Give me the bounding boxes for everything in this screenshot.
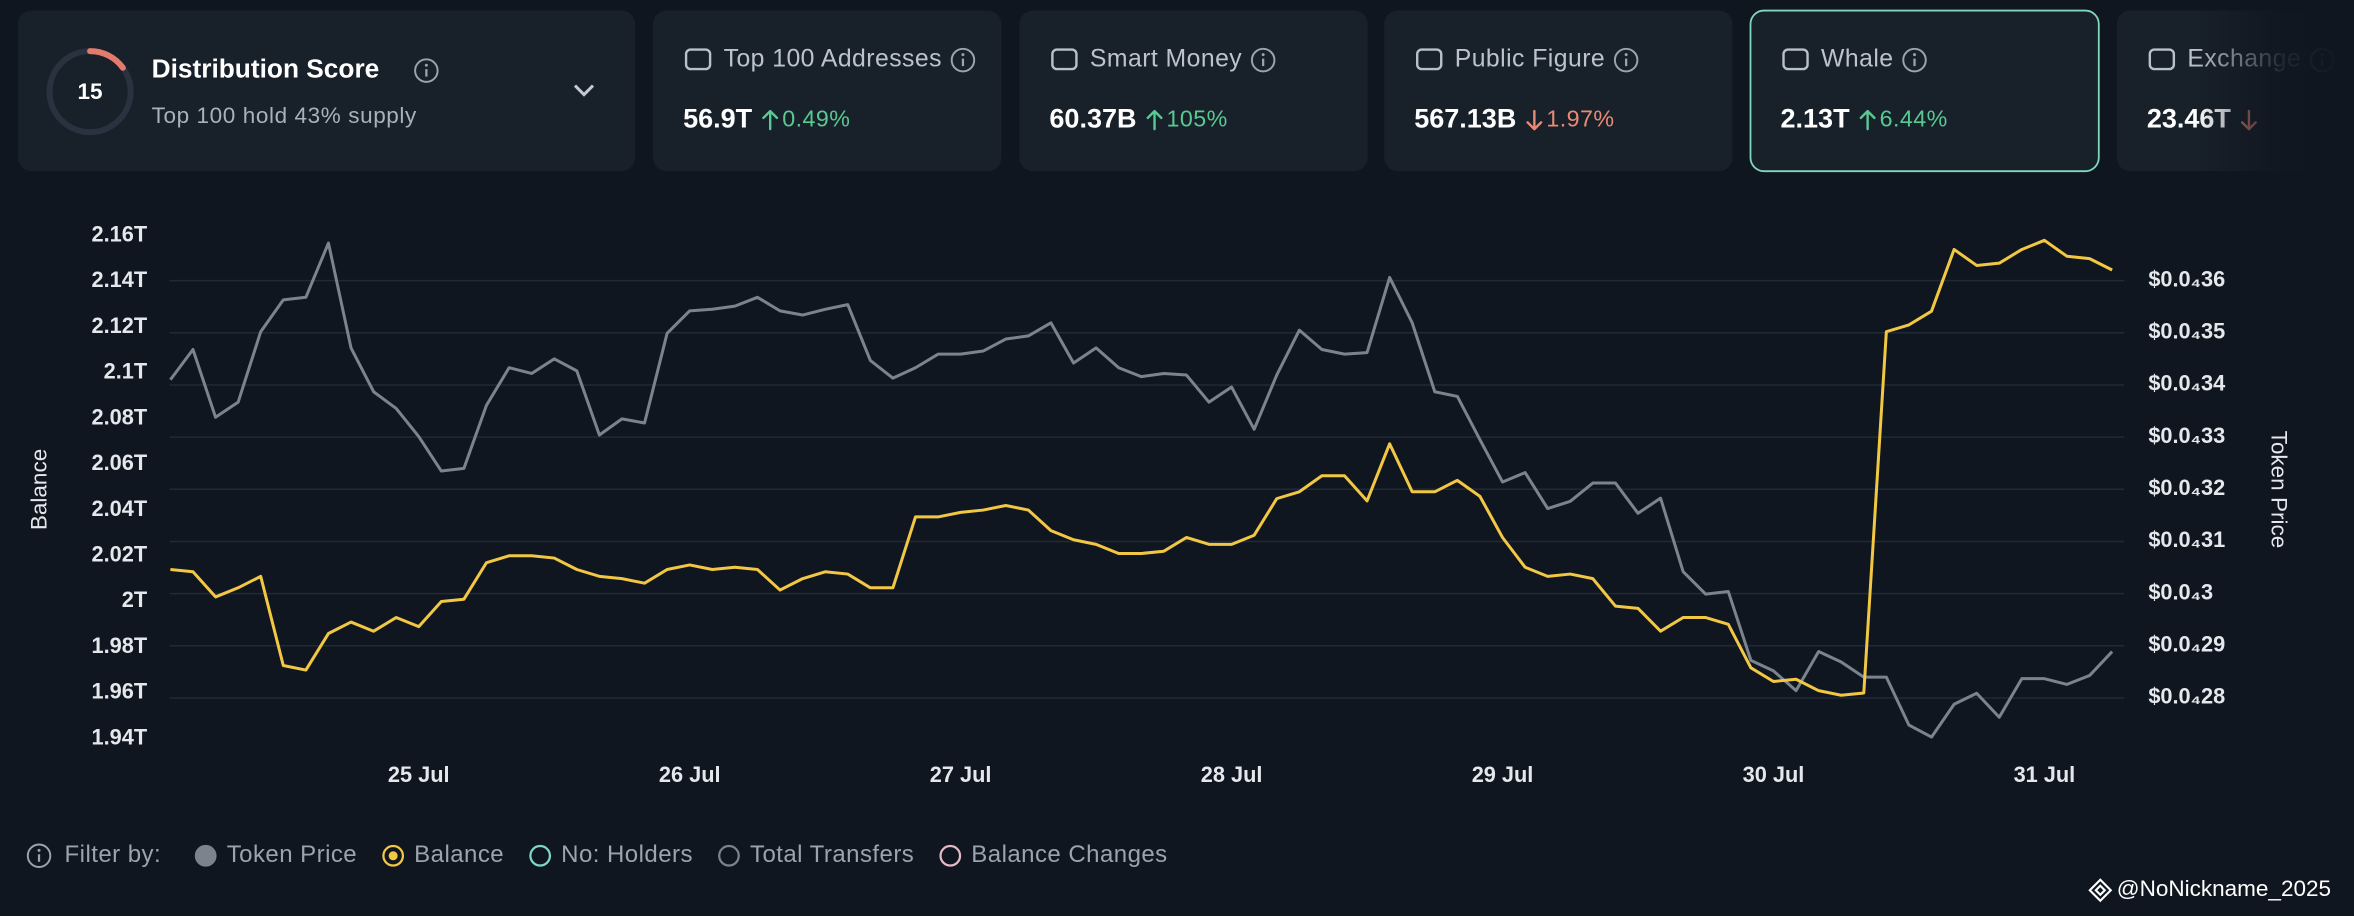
legend-marker-dot bbox=[388, 851, 398, 861]
change-arrow bbox=[1859, 109, 1876, 131]
legend-label[interactable]: No: Holders bbox=[561, 841, 693, 868]
metric-card[interactable] bbox=[1749, 9, 2100, 173]
card-label: Top 100 Addresses bbox=[724, 46, 942, 73]
y-tick-label: 2.06T bbox=[92, 450, 148, 475]
info-icon bbox=[950, 47, 976, 73]
legend-marker[interactable] bbox=[939, 844, 962, 867]
card-label: Public Figure bbox=[1455, 46, 1605, 73]
x-tick-label: 29 Jul bbox=[1472, 762, 1534, 787]
series-line bbox=[169, 241, 2114, 739]
x-tick-label: 30 Jul bbox=[1743, 762, 1805, 787]
info-icon bbox=[26, 843, 52, 868]
y2-tick-label: $0.0₄35 bbox=[2148, 319, 2225, 344]
x-tick-label: 26 Jul bbox=[659, 762, 721, 787]
card-value: 2.13T bbox=[1781, 103, 1851, 133]
y2-tick-label: $0.0₄34 bbox=[2148, 371, 2225, 396]
distribution-card[interactable] bbox=[18, 10, 636, 172]
dropdown-chevron[interactable] bbox=[573, 84, 595, 97]
legend-label[interactable]: Token Price bbox=[227, 841, 357, 868]
info-icon bbox=[1613, 47, 1639, 73]
legend-label[interactable]: Balance Changes bbox=[971, 841, 1167, 868]
y-tick-label: 1.98T bbox=[92, 633, 148, 658]
legend-marker[interactable] bbox=[718, 844, 740, 867]
legend-marker[interactable] bbox=[194, 844, 217, 867]
card-icon bbox=[1782, 48, 1809, 71]
change-arrow bbox=[1146, 109, 1163, 131]
x-tick-label: 27 Jul bbox=[930, 762, 992, 787]
x-tick-label: 28 Jul bbox=[1201, 762, 1263, 787]
y2-tick-label: $0.0₄28 bbox=[2148, 684, 2225, 709]
distribution-subtitle: Top 100 hold 43% supply bbox=[152, 103, 417, 128]
change-arrow bbox=[762, 109, 779, 131]
metric-card[interactable] bbox=[653, 10, 1002, 172]
watermark: @NoNickname_2025 bbox=[2117, 876, 2331, 901]
info-icon bbox=[1902, 47, 1927, 73]
card-icon bbox=[1416, 48, 1443, 71]
filter-label: Filter by: bbox=[65, 841, 162, 868]
metric-card[interactable] bbox=[1384, 10, 1733, 172]
legend-label[interactable]: Balance bbox=[414, 841, 504, 868]
card-change: 0.49% bbox=[782, 105, 850, 131]
score-arc bbox=[87, 48, 126, 71]
distribution-title: Distribution Score bbox=[152, 54, 380, 84]
card-value: 56.9T bbox=[683, 103, 753, 133]
y-tick-label: 2.16T bbox=[92, 221, 148, 246]
y-tick-label: 1.94T bbox=[92, 724, 148, 749]
info-icon bbox=[1250, 47, 1276, 73]
y-tick-label: 2T bbox=[122, 587, 148, 612]
cards-fade bbox=[2194, 0, 2354, 184]
y2-axis-label: Token Price bbox=[2266, 431, 2291, 549]
card-label: Smart Money bbox=[1090, 46, 1242, 73]
y-tick-label: 2.12T bbox=[92, 313, 148, 338]
legend-marker[interactable] bbox=[382, 844, 405, 867]
change-arrow bbox=[1526, 109, 1543, 131]
card-icon bbox=[684, 48, 712, 71]
x-tick-label: 25 Jul bbox=[388, 762, 450, 787]
y2-tick-label: $0.0₄33 bbox=[2148, 423, 2225, 448]
info-icon-dot bbox=[424, 63, 428, 67]
y-tick-label: 2.08T bbox=[92, 404, 148, 429]
legend-label[interactable]: Total Transfers bbox=[750, 841, 914, 868]
card-icon bbox=[1051, 48, 1078, 71]
watermark-icon bbox=[2088, 878, 2113, 903]
card-icon bbox=[2148, 48, 2176, 71]
y-tick-label: 2.1T bbox=[104, 359, 148, 384]
y2-tick-label: $0.0₄32 bbox=[2148, 475, 2225, 500]
y-axis-label: Balance bbox=[26, 449, 51, 530]
info-icon-dot bbox=[1624, 53, 1628, 57]
info-icon bbox=[414, 58, 439, 83]
card-value: 60.37B bbox=[1049, 103, 1136, 133]
y2-tick-label: $0.0₄3 bbox=[2148, 579, 2213, 604]
card-change: 105% bbox=[1167, 105, 1228, 131]
score: 15 bbox=[78, 79, 103, 104]
card-label: Whale bbox=[1821, 46, 1893, 73]
y2-tick-label: $0.0₄29 bbox=[2148, 632, 2225, 657]
y-tick-label: 2.14T bbox=[92, 267, 148, 292]
x-tick-label: 31 Jul bbox=[2014, 762, 2076, 787]
info-icon-dot bbox=[1913, 53, 1917, 57]
card-change: 6.44% bbox=[1880, 105, 1948, 131]
info-icon-dot bbox=[1261, 53, 1265, 57]
y-tick-label: 2.04T bbox=[92, 496, 148, 521]
metric-card[interactable] bbox=[1019, 10, 1368, 172]
card-change: 1.97% bbox=[1546, 105, 1614, 131]
y2-tick-label: $0.0₄36 bbox=[2148, 266, 2225, 291]
info-icon-dot bbox=[961, 53, 965, 57]
card-value: 567.13B bbox=[1414, 103, 1516, 133]
y-tick-label: 2.02T bbox=[92, 542, 148, 567]
y-tick-label: 1.96T bbox=[92, 679, 148, 704]
y2-tick-label: $0.0₄31 bbox=[2148, 527, 2225, 552]
info-icon-dot bbox=[37, 848, 41, 852]
series-line bbox=[170, 238, 2113, 697]
legend-marker[interactable] bbox=[529, 844, 552, 867]
